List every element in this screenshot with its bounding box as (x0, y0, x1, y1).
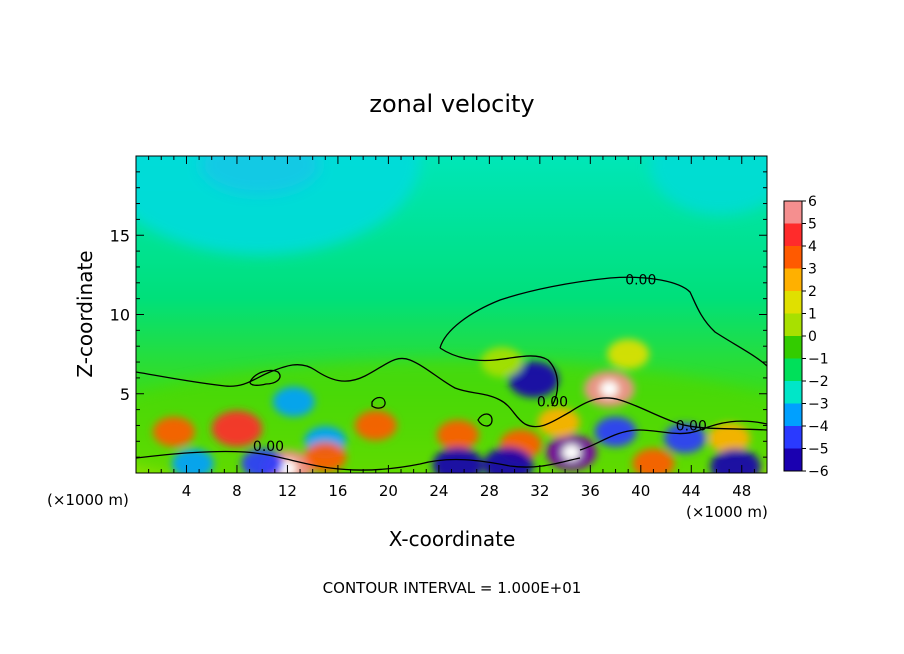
feature-blob-23 (480, 347, 523, 378)
contour-zero-small-loop-2 (371, 396, 386, 409)
y-axis-label: Z-coordinate (73, 250, 97, 377)
feature-blob-5 (211, 410, 263, 447)
feature-blob-10 (436, 419, 479, 450)
feature-blob-8 (304, 442, 347, 473)
contour-zero-bottom (136, 450, 581, 471)
feature-blob-14 (537, 407, 580, 438)
x-tick-label: 44 (682, 482, 701, 500)
contour-label-2: 0.00 (676, 418, 707, 434)
y-tick-label: 10 (110, 306, 130, 325)
contour-labels: 0.00 0.00 0.00 0.00 (253, 273, 707, 455)
contour-zero-upper (439, 276, 767, 367)
feature-blob-21 (171, 448, 214, 473)
colorbar-swatch (784, 403, 802, 426)
x-tick-label: 8 (232, 482, 242, 500)
feature-blob-16 (632, 448, 675, 473)
colorbar-swatch (784, 291, 802, 314)
y-tick-label: 5 (120, 385, 130, 404)
contour-label-0: 0.00 (625, 273, 656, 289)
feature-blob-4 (152, 416, 195, 447)
feature-core-2 (562, 444, 581, 461)
x-tick-label: 28 (480, 482, 499, 500)
colorbar-swatch (784, 448, 802, 471)
contour-zero-loop-a (439, 347, 559, 407)
feature-blob-20 (241, 448, 284, 473)
x-tick-label: 36 (581, 482, 600, 500)
feature-blobs (152, 339, 761, 473)
x-tick-label: 32 (530, 482, 549, 500)
chart-title: zonal velocity (369, 90, 534, 118)
colorbar-label: −4 (808, 419, 829, 435)
feature-blob-1 (508, 361, 559, 398)
colorbar-swatch (784, 426, 802, 449)
colorbar-swatch (784, 358, 802, 381)
feature-blob-11 (432, 447, 484, 473)
colorbar-swatch (784, 381, 802, 404)
colorbar-swatch (784, 246, 802, 269)
upper-cyan-core-left (200, 156, 320, 195)
x-axis: 4 8 12 16 20 24 28 32 36 40 44 48 (148, 156, 755, 500)
feature-blob-9 (354, 410, 397, 441)
feature-blob-15 (594, 416, 637, 447)
feature-blob-18 (708, 423, 751, 454)
x-tick-label: 20 (379, 482, 398, 500)
x-tick-label: 40 (631, 482, 650, 500)
feature-blob-17 (663, 423, 706, 454)
x-unit-right: (×1000 m) (686, 503, 768, 521)
colorbar-label: 2 (808, 284, 817, 300)
contour-zero-small-loop (249, 369, 281, 386)
colorbar-swatch (784, 336, 802, 359)
colorbar: 6 5 4 3 2 1 0 −1 −2 −3 −4 −5 −6 (783, 194, 829, 480)
x-tick-label: 48 (732, 482, 751, 500)
colorbar-swatch (784, 223, 802, 246)
feature-blob-19 (710, 448, 761, 473)
colorbar-label: 0 (808, 329, 817, 345)
colorbar-swatch (784, 201, 802, 224)
colorbar-swatch (784, 313, 802, 336)
footer-contour-interval: CONTOUR INTERVAL = 1.000E+01 (323, 579, 582, 597)
contour-zero-small-loop-3 (477, 413, 493, 427)
colorbar-label: −3 (808, 397, 829, 413)
y-tick-label: 15 (110, 226, 130, 245)
feature-blob-22 (607, 339, 650, 370)
colorbar-label: 4 (808, 239, 817, 255)
colorbar-label: −6 (808, 464, 829, 480)
colorbar-label: −5 (808, 442, 829, 458)
contour-zero-main (136, 357, 767, 431)
contour-label-1: 0.00 (537, 395, 568, 411)
colorbar-label: 3 (808, 262, 817, 278)
x-tick-label: 12 (278, 482, 297, 500)
feature-blob-6 (272, 386, 315, 417)
x-tick-label: 4 (182, 482, 192, 500)
y-axis: 5 10 15 (110, 171, 767, 458)
colorbar-label: 6 (808, 194, 817, 210)
colorbar-label: 1 (808, 307, 817, 323)
upper-cyan-region-right (650, 156, 767, 215)
x-tick-label: 16 (328, 482, 347, 500)
x-tick-label: 24 (429, 482, 448, 500)
feature-core-0 (600, 380, 619, 397)
contour-zero-lower-right (579, 420, 767, 451)
colorbar-label: −1 (808, 352, 829, 368)
contour-label-3: 0.00 (253, 439, 284, 455)
colorbar-label: −2 (808, 374, 829, 390)
colorbar-label: 5 (808, 217, 817, 233)
colorbar-swatch (784, 268, 802, 291)
x-unit-left: (×1000 m) (47, 491, 129, 509)
x-axis-label: X-coordinate (389, 527, 516, 551)
plot-area: 0.00 0.00 0.00 0.00 (136, 156, 767, 473)
upper-cyan-region-left (136, 156, 420, 255)
